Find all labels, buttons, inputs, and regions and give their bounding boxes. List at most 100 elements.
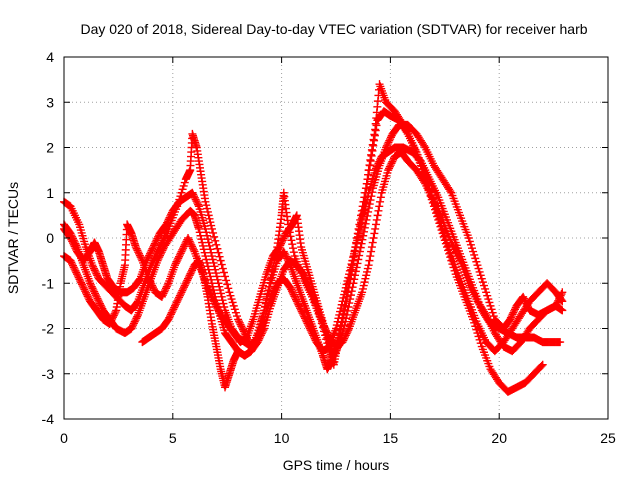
- data-point: [255, 334, 264, 343]
- data-point: [163, 218, 172, 227]
- data-point: [287, 285, 296, 294]
- data-point: [177, 288, 186, 297]
- data-point: [210, 262, 219, 271]
- data-point: [279, 234, 288, 243]
- data-point: [145, 276, 154, 285]
- data-point: [94, 296, 103, 305]
- data-point: [88, 261, 97, 270]
- data-point: [97, 303, 106, 312]
- data-point: [76, 276, 85, 285]
- data-point: [162, 282, 171, 291]
- axis-ticks: 0 5 10 15 20 25 -4 -3 -2 -1 0 1 2 3 4: [42, 49, 616, 446]
- data-point: [155, 253, 164, 262]
- data-point: [385, 136, 394, 145]
- data-point: [188, 188, 197, 197]
- data-point: [162, 284, 170, 293]
- data-point: [510, 306, 519, 315]
- data-point: [479, 281, 488, 290]
- data-point: [163, 280, 172, 289]
- data-point: [475, 267, 484, 276]
- data-point: [177, 188, 186, 197]
- data-point: [342, 310, 351, 319]
- data-point: [351, 271, 360, 280]
- data-point: [280, 232, 289, 241]
- data-point: [158, 291, 167, 300]
- data-point: [178, 286, 187, 295]
- data-point: [147, 279, 156, 288]
- data-point: [173, 256, 182, 265]
- data-point: [342, 329, 351, 338]
- data-point: [232, 312, 241, 321]
- x-tick-label: 10: [274, 430, 290, 446]
- data-point: [371, 224, 380, 233]
- data-point: [308, 329, 317, 338]
- data-point: [218, 264, 227, 273]
- data-point: [488, 308, 497, 317]
- data-point: [347, 287, 356, 296]
- data-point: [110, 309, 119, 318]
- data-point: [296, 305, 305, 314]
- data-point: [303, 319, 312, 328]
- y-tick-label: -1: [42, 275, 55, 291]
- data-point: [81, 287, 90, 296]
- data-point: [485, 298, 494, 307]
- data-point: [215, 307, 224, 316]
- data-point: [302, 317, 311, 326]
- data-point: [149, 243, 158, 252]
- data-point: [171, 300, 180, 309]
- data-point: [210, 232, 219, 241]
- y-tick-label: 4: [46, 49, 54, 65]
- data-point: [130, 317, 139, 326]
- data-point: [358, 235, 367, 244]
- data-point: [329, 351, 338, 360]
- data-point: [186, 269, 195, 278]
- data-point: [230, 305, 239, 314]
- data-point: [229, 301, 238, 310]
- data-point: [147, 246, 156, 255]
- data-point: [474, 264, 483, 273]
- data-point: [355, 251, 364, 260]
- data-point: [364, 204, 373, 213]
- data-point: [215, 252, 224, 261]
- data-point: [171, 259, 180, 268]
- data-point: [176, 289, 185, 298]
- data-point: [163, 217, 172, 226]
- data-point: [208, 293, 217, 302]
- data-point: [179, 242, 188, 251]
- data-point: [179, 181, 188, 190]
- data-point: [520, 296, 529, 305]
- data-point: [293, 299, 302, 308]
- data-point: [237, 322, 246, 331]
- data-point: [148, 281, 157, 290]
- data-point: [302, 276, 311, 285]
- data-point: [506, 315, 515, 324]
- data-point: [95, 297, 104, 306]
- data-point: [298, 309, 307, 318]
- data-point: [352, 263, 361, 272]
- series-track-5: [138, 148, 567, 392]
- y-tick-label: 2: [46, 140, 54, 156]
- data-point: [135, 275, 144, 284]
- data-point: [209, 228, 218, 237]
- data-point: [209, 258, 218, 267]
- data-point: [320, 323, 329, 332]
- data-point: [296, 304, 305, 313]
- data-point: [446, 248, 455, 257]
- data-point: [281, 250, 290, 259]
- data-point: [214, 248, 223, 257]
- data-point: [161, 286, 170, 295]
- data-point: [363, 211, 372, 220]
- data-point: [204, 211, 213, 220]
- data-point: [185, 237, 194, 246]
- data-point: [386, 161, 395, 170]
- data-point: [148, 244, 157, 253]
- data-point: [365, 200, 374, 209]
- data-point: [174, 254, 183, 263]
- data-point: [212, 269, 221, 278]
- data-point: [238, 323, 247, 332]
- data-point: [212, 302, 221, 311]
- data-point: [471, 254, 480, 263]
- data-point: [162, 220, 171, 229]
- data-point: [207, 248, 216, 257]
- data-point: [368, 238, 377, 247]
